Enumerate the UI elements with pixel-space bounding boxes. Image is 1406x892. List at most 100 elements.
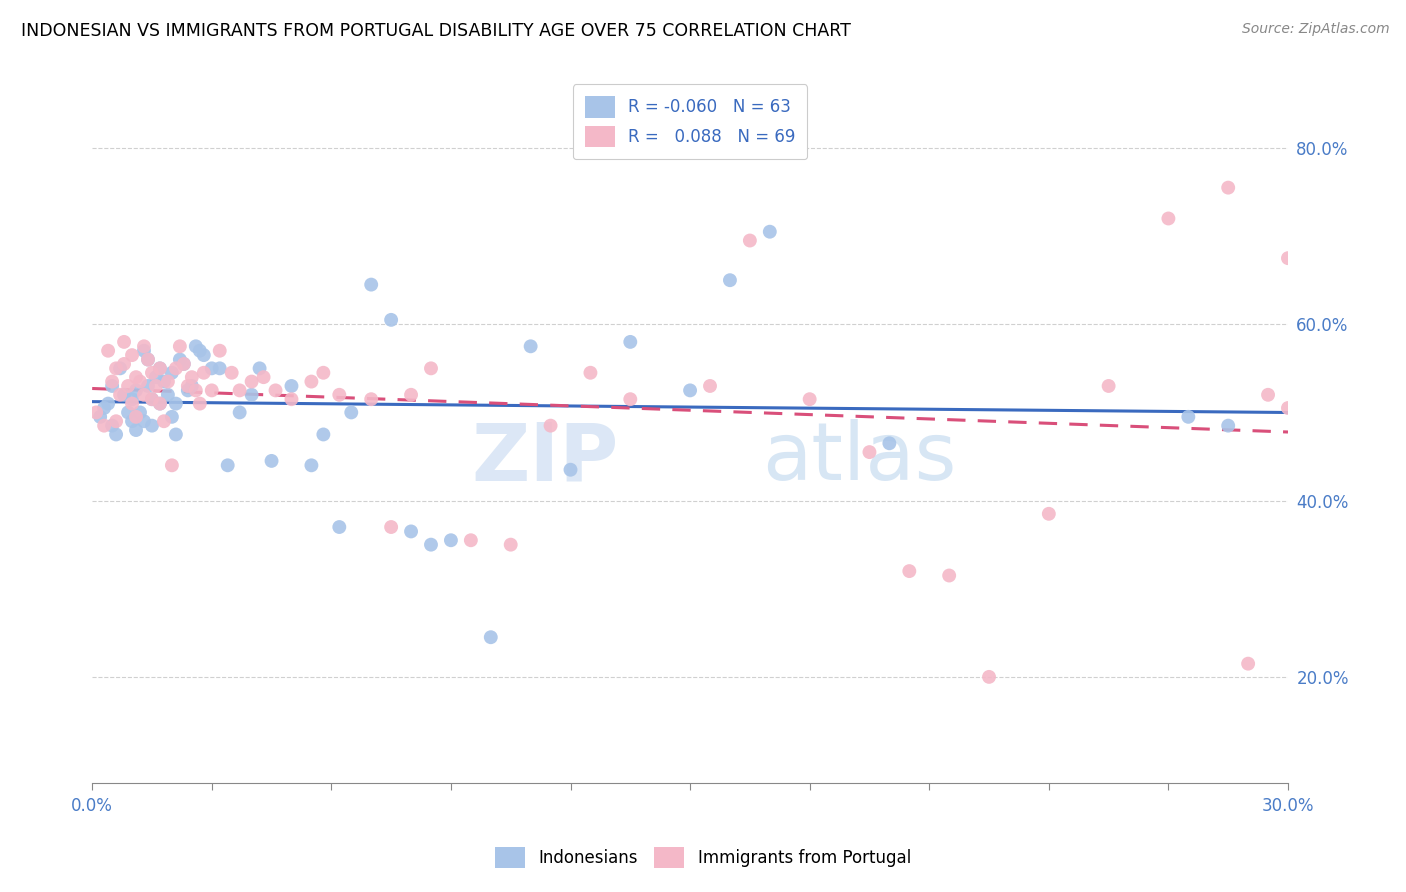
Point [97, 396, 120, 410]
Point [112, 334, 135, 349]
Point [252, 370, 274, 384]
Point [132, 388, 155, 402]
Point [145, 370, 167, 384]
Point [249, 361, 271, 376]
Point [160, 458, 183, 473]
Point [1218, 180, 1240, 194]
Point [117, 379, 139, 393]
Point [180, 379, 202, 393]
Text: atlas: atlas [762, 419, 956, 497]
Point [160, 366, 183, 380]
Point [105, 427, 128, 442]
Point [149, 396, 172, 410]
Point [460, 533, 482, 548]
Point [141, 418, 163, 433]
Point [125, 370, 148, 384]
Point [136, 352, 159, 367]
Point [540, 418, 562, 433]
Point [165, 361, 187, 376]
Point [499, 538, 522, 552]
Point [264, 384, 287, 398]
Point [679, 384, 702, 398]
Point [879, 436, 901, 450]
Point [156, 388, 179, 402]
Point [299, 375, 322, 389]
Point [738, 234, 761, 248]
Point [153, 414, 176, 428]
Point [132, 343, 155, 358]
Point [108, 388, 131, 402]
Point [169, 352, 191, 367]
Point [149, 361, 172, 376]
Point [101, 418, 124, 433]
Point [299, 458, 322, 473]
Point [1237, 657, 1260, 671]
Point [619, 392, 641, 407]
Point [560, 463, 582, 477]
Point [132, 414, 155, 428]
Point [117, 405, 139, 419]
Point [136, 379, 159, 393]
Point [121, 348, 143, 362]
Point [105, 414, 128, 428]
Point [165, 396, 187, 410]
Point [201, 384, 224, 398]
Point [121, 396, 143, 410]
Point [1177, 409, 1199, 424]
Point [84, 405, 107, 419]
Point [105, 361, 128, 376]
Legend: Indonesians, Immigrants from Portugal: Indonesians, Immigrants from Portugal [488, 840, 918, 875]
Point [141, 392, 163, 407]
Point [312, 427, 335, 442]
Point [165, 427, 187, 442]
Point [141, 392, 163, 407]
Point [208, 361, 231, 376]
Point [160, 409, 183, 424]
Point [177, 379, 200, 393]
Point [858, 445, 880, 459]
Point [125, 423, 148, 437]
Point [101, 375, 124, 389]
Point [699, 379, 721, 393]
Point [328, 388, 350, 402]
Point [399, 524, 422, 539]
Point [188, 343, 211, 358]
Point [169, 339, 191, 353]
Point [479, 630, 502, 644]
Point [280, 392, 302, 407]
Point [121, 414, 143, 428]
Point [93, 418, 115, 433]
Point [136, 352, 159, 367]
Point [1157, 211, 1180, 226]
Point [340, 405, 363, 419]
Point [420, 361, 443, 376]
Point [173, 357, 195, 371]
Point [380, 313, 402, 327]
Point [121, 392, 143, 407]
Point [97, 343, 120, 358]
Point [193, 366, 215, 380]
Text: INDONESIAN VS IMMIGRANTS FROM PORTUGAL DISABILITY AGE OVER 75 CORRELATION CHART: INDONESIAN VS IMMIGRANTS FROM PORTUGAL D… [21, 22, 851, 40]
Point [193, 348, 215, 362]
Point [399, 388, 422, 402]
Point [260, 454, 283, 468]
Point [149, 396, 172, 410]
Point [129, 375, 152, 389]
Point [217, 458, 239, 473]
Point [228, 384, 250, 398]
Point [228, 405, 250, 419]
Point [153, 375, 176, 389]
Point [201, 361, 224, 376]
Point [328, 520, 350, 534]
Point [1218, 418, 1240, 433]
Point [938, 568, 960, 582]
Point [420, 538, 443, 552]
Point [93, 401, 115, 415]
Point [799, 392, 821, 407]
Point [180, 370, 202, 384]
Point [380, 520, 402, 534]
Point [208, 343, 231, 358]
Point [112, 357, 135, 371]
Point [759, 225, 782, 239]
Point [360, 392, 382, 407]
